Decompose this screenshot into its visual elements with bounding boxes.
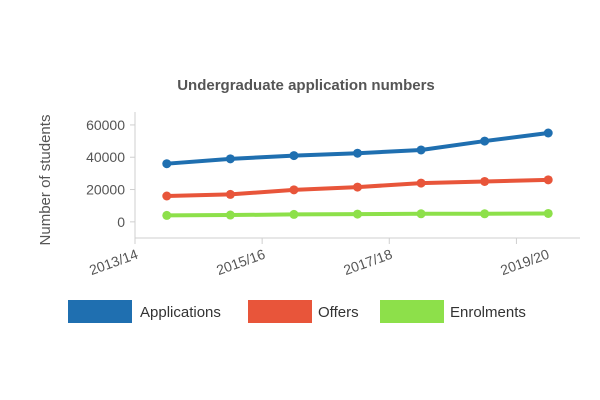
series-offers [162, 175, 553, 201]
data-point [225, 210, 235, 220]
data-point [543, 128, 553, 138]
legend-item: Enrolments [380, 300, 526, 323]
data-point [162, 191, 172, 201]
series-line [164, 131, 551, 166]
data-point [416, 145, 426, 155]
legend-label: Applications [140, 304, 221, 321]
legend-swatch [68, 300, 132, 323]
x-tick-label: 2019/20 [498, 246, 551, 278]
data-point [543, 175, 553, 185]
y-axis-label: Number of students [37, 115, 54, 246]
y-tick-label: 0 [117, 214, 125, 230]
series-enrolments [162, 208, 553, 220]
y-tick-label: 60000 [86, 117, 125, 133]
series-layer [162, 128, 553, 220]
data-point [162, 159, 172, 169]
legend-item: Offers [248, 300, 359, 323]
data-point [289, 185, 299, 195]
legend: Applications Offers Enrolments [68, 300, 526, 323]
legend-label: Offers [318, 304, 359, 321]
data-point [480, 176, 490, 186]
legend-swatch [248, 300, 312, 323]
chart-title: Undergraduate application numbers [177, 77, 435, 94]
data-point [289, 151, 299, 161]
y-tick-label: 20000 [86, 182, 125, 198]
data-point [416, 209, 426, 219]
legend-item: Applications [68, 300, 221, 323]
data-point [353, 209, 362, 219]
data-point [416, 178, 426, 188]
data-point [225, 154, 235, 164]
legend-label: Enrolments [450, 304, 526, 321]
series-applications [162, 128, 553, 169]
data-point [353, 148, 362, 158]
y-tick-label: 40000 [86, 149, 125, 165]
data-point [353, 182, 362, 192]
data-point [225, 189, 235, 199]
data-point [289, 209, 299, 219]
data-point [543, 208, 553, 218]
data-point [480, 136, 490, 146]
legend-swatch [380, 300, 444, 323]
x-tick-label: 2017/18 [341, 246, 394, 278]
data-point [162, 210, 172, 220]
x-tick-label: 2015/16 [214, 246, 267, 278]
x-tick-label: 2013/14 [87, 246, 140, 278]
data-point [480, 209, 490, 219]
